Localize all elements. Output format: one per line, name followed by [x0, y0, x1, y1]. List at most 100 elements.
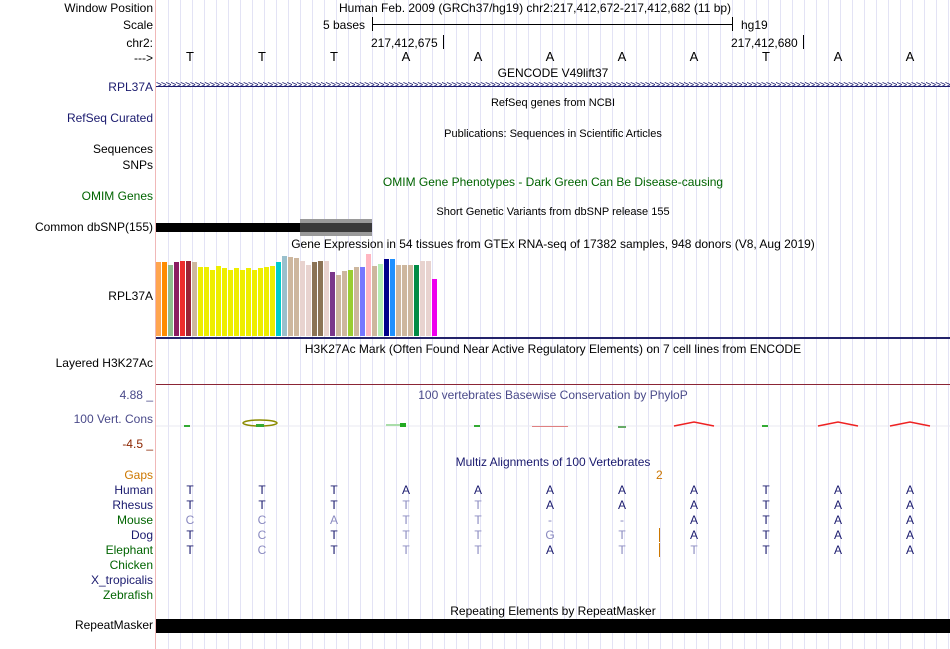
species-label-x_tropicalis[interactable]: X_tropicalis [90, 573, 153, 587]
species-label-dog[interactable]: Dog [130, 528, 153, 542]
alignment-base: T [474, 498, 482, 512]
gtex-tissue-bar[interactable] [234, 268, 239, 336]
snps-label[interactable]: SNPs [122, 158, 153, 172]
gtex-tissue-bar[interactable] [390, 259, 395, 336]
gtex-tissue-bar[interactable] [420, 261, 425, 336]
gtex-tissue-bar[interactable] [264, 267, 269, 336]
gtex-tissue-bar[interactable] [384, 259, 389, 336]
phylop-mark [386, 424, 406, 426]
gtex-tissue-bar[interactable] [270, 266, 275, 336]
gtex-tissue-bar[interactable] [306, 265, 311, 336]
gtex-tissue-bar[interactable] [162, 262, 167, 336]
gtex-tissue-bar[interactable] [282, 256, 287, 336]
gtex-tissue-bar[interactable] [414, 265, 419, 336]
grid-line [768, 0, 769, 649]
sequences-label[interactable]: Sequences [92, 142, 153, 156]
gtex-track-title: Gene Expression in 54 tissues from GTEx … [291, 237, 815, 251]
gtex-tissue-bar[interactable] [312, 262, 317, 336]
gtex-gene-label[interactable]: RPL37A [108, 289, 153, 303]
gtex-tissue-bar[interactable] [186, 261, 191, 336]
gtex-tissue-bar[interactable] [294, 258, 299, 336]
gtex-tissue-bar[interactable] [228, 270, 233, 336]
alignment-base: C [257, 543, 267, 557]
gtex-tissue-bar[interactable] [318, 261, 323, 336]
gencode-gene-label[interactable]: RPL37A [108, 80, 153, 94]
grid-line [612, 0, 613, 649]
gtex-tissue-bar[interactable] [372, 266, 377, 336]
gtex-tissue-bar[interactable] [198, 267, 203, 336]
alignment-base: A [833, 513, 842, 527]
gtex-tissue-bar[interactable] [300, 261, 305, 336]
h3k27ac-label[interactable]: Layered H3K27Ac [55, 356, 153, 370]
species-label-chicken[interactable]: Chicken [109, 558, 153, 572]
gtex-tissue-bar[interactable] [246, 268, 251, 336]
gtex-tissue-bar[interactable] [288, 257, 293, 336]
gtex-tissue-bar[interactable] [258, 268, 263, 336]
gtex-tissue-bar[interactable] [342, 271, 347, 336]
alignment-base: T [402, 528, 410, 542]
grid-line [948, 0, 949, 649]
gtex-tissue-bar[interactable] [180, 261, 185, 336]
gtex-tissue-bar[interactable] [324, 261, 329, 336]
alignment-base: A [473, 483, 482, 497]
gtex-tissue-bar[interactable] [222, 268, 227, 336]
repeatmasker-bar[interactable] [156, 619, 950, 633]
grid-line [624, 0, 625, 649]
gtex-tissue-bar[interactable] [240, 270, 245, 336]
phylop-min-label: -4.5 _ [122, 437, 153, 451]
gtex-tissue-bar[interactable] [156, 262, 161, 336]
gtex-tissue-bar[interactable] [192, 262, 197, 336]
gencode-track-title: GENCODE V49lift37 [497, 66, 609, 80]
gtex-tissue-bar[interactable] [378, 264, 383, 336]
grid-line [660, 0, 661, 649]
species-label-zebrafish[interactable]: Zebrafish [102, 588, 153, 602]
alignment-base: A [545, 543, 554, 557]
phylop-track-label[interactable]: 100 Vert. Cons [73, 412, 153, 426]
repeatmasker-label[interactable]: RepeatMasker [74, 618, 153, 632]
gtex-tissue-bar[interactable] [396, 265, 401, 336]
grid-line [540, 0, 541, 649]
gtex-tissue-bar[interactable] [252, 270, 257, 336]
alignment-base: T [186, 483, 194, 497]
alignment-base: T [762, 498, 770, 512]
dbsnp-label[interactable]: Common dbSNP(155) [34, 220, 153, 234]
gtex-tissue-bar[interactable] [408, 265, 413, 336]
base-letter: T [186, 49, 194, 64]
grid-line [924, 0, 925, 649]
gtex-tissue-bar[interactable] [432, 279, 437, 336]
gtex-tissue-bar[interactable] [360, 267, 365, 336]
omim-label[interactable]: OMIM Genes [81, 189, 153, 203]
gtex-tissue-bar[interactable] [330, 272, 335, 336]
gtex-tissue-bar[interactable] [210, 270, 215, 336]
gtex-tissue-bar[interactable] [354, 267, 359, 336]
alignment-base: A [833, 528, 842, 542]
alignment-base: A [833, 498, 842, 512]
species-label-human[interactable]: Human [114, 483, 153, 497]
gaps-label[interactable]: Gaps [124, 468, 153, 482]
gtex-bar-chart[interactable] [156, 252, 536, 336]
gtex-tissue-bar[interactable] [402, 265, 407, 336]
grid-line [480, 0, 481, 649]
grid-line [648, 0, 649, 649]
grid-line [804, 0, 805, 649]
dbsnp-variant-bar[interactable] [156, 223, 372, 232]
gtex-tissue-bar[interactable] [276, 262, 281, 336]
alignment-base: A [905, 528, 914, 542]
base-letter: A [905, 49, 915, 64]
gtex-tissue-bar[interactable] [336, 275, 341, 336]
gtex-tissue-bar[interactable] [204, 267, 209, 336]
gtex-tissue-bar[interactable] [426, 261, 431, 336]
species-label-rhesus[interactable]: Rhesus [112, 498, 153, 512]
gtex-tissue-bar[interactable] [168, 265, 173, 336]
gtex-tissue-bar[interactable] [216, 266, 221, 336]
gtex-tissue-bar[interactable] [348, 270, 353, 336]
phylop-mark [184, 425, 190, 427]
base-letter: A [689, 49, 699, 64]
refseq-label[interactable]: RefSeq Curated [66, 111, 153, 125]
gtex-tissue-bar[interactable] [366, 254, 371, 336]
species-label-mouse[interactable]: Mouse [116, 513, 153, 527]
alignment-base: A [689, 498, 698, 512]
coord-left-tick [443, 35, 444, 49]
species-label-elephant[interactable]: Elephant [105, 543, 153, 557]
gtex-tissue-bar[interactable] [174, 262, 179, 336]
